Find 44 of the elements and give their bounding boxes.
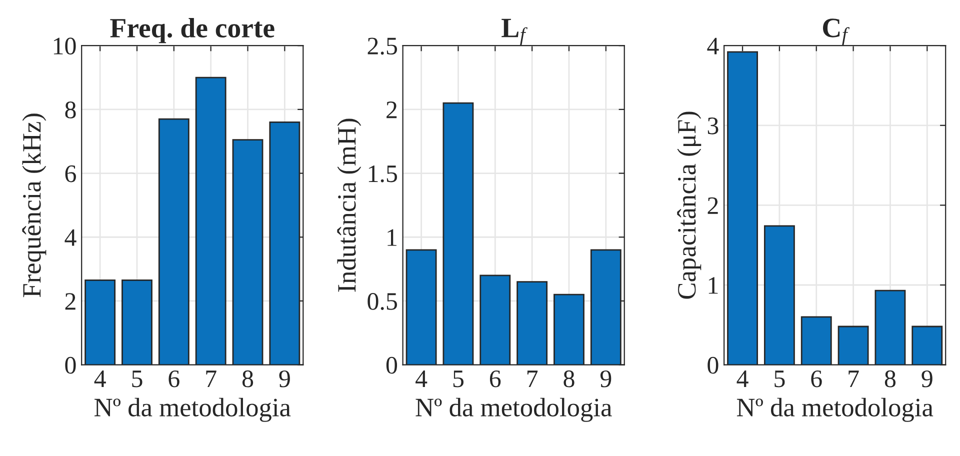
x-axis-title: Nº da metodologia <box>416 398 612 422</box>
x-tick-label: 4 <box>94 370 106 388</box>
x-tick-label: 8 <box>564 370 574 388</box>
y-tick-label: 6 <box>65 165 76 182</box>
x-tick-label: 9 <box>922 370 932 388</box>
x-tick-label: 9 <box>600 370 612 388</box>
y-tick-label: 2 <box>708 197 718 214</box>
x-tick-label: 4 <box>416 370 428 388</box>
y-axis-title: Frequência (kHz) <box>22 114 46 298</box>
x-tick-label: 8 <box>884 370 896 388</box>
y-tick-label: 1 <box>388 229 396 246</box>
x-tick-label: 8 <box>242 370 254 388</box>
y-tick-label: 2 <box>65 293 76 310</box>
y-tick-label: 1 <box>708 277 718 294</box>
x-axis-title: Nº da metodologia <box>736 398 934 422</box>
chart-title: C$_{f}$ <box>822 18 850 46</box>
x-axis-title: Nº da metodologia <box>94 398 291 422</box>
x-tick-label: 7 <box>206 370 216 388</box>
x-tick-label: 5 <box>132 370 142 388</box>
x-tick-label: 6 <box>490 370 501 388</box>
y-tick-label: 8 <box>65 101 76 118</box>
x-tick-label: 9 <box>279 370 290 388</box>
y-tick-label: 0 <box>708 356 718 374</box>
y-tick-label: 2 <box>386 102 397 118</box>
y-tick-label: 0 <box>386 356 398 374</box>
y-tick-label: 10 <box>54 38 76 55</box>
x-tick-label: 4 <box>736 370 748 388</box>
chart-title: L$_{f}$ <box>502 18 528 46</box>
x-tick-label: 7 <box>848 370 859 388</box>
y-tick-label: 4 <box>64 229 76 246</box>
x-tick-label: 6 <box>811 370 822 388</box>
x-tick-label: 7 <box>527 370 538 388</box>
y-tick-label: 0.5 <box>368 293 397 310</box>
x-tick-label: 5 <box>774 370 785 388</box>
y-tick-label: 3 <box>708 118 718 134</box>
y-axis-title: Indutância (mH) <box>337 118 362 292</box>
chart-title: Freq. de corte <box>110 18 274 44</box>
x-tick-label: 5 <box>453 370 464 388</box>
y-tick-label: 2.5 <box>368 38 397 55</box>
y-tick-label: 1.5 <box>368 165 397 182</box>
y-axis-title: Capacitância (μF) <box>677 112 702 299</box>
y-tick-label: 0 <box>65 356 76 374</box>
x-tick-label: 6 <box>168 370 180 388</box>
y-tick-label: 4 <box>707 38 719 54</box>
